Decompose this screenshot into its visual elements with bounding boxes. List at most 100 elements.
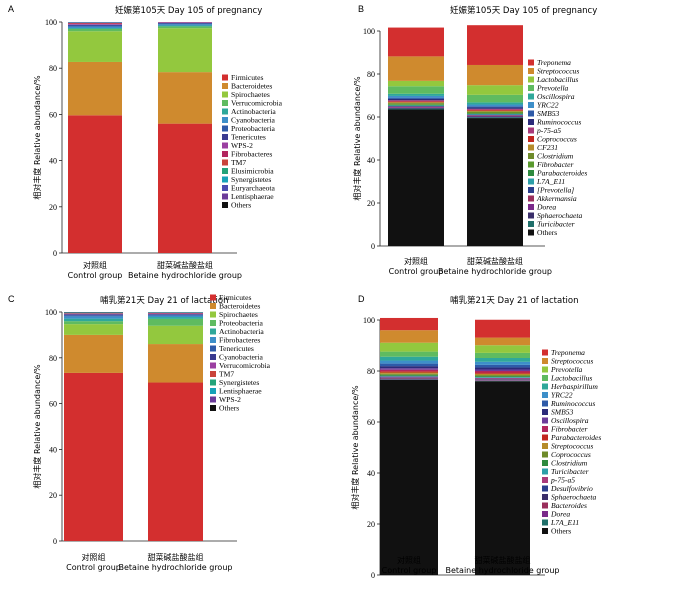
x-category-label-cn: 对照组 xyxy=(404,256,428,266)
legend-label-lentisphaerae: Lentisphaerae xyxy=(231,192,274,201)
bar-segment-p-75-a5 xyxy=(388,100,444,102)
legend-swatch-oscillospira xyxy=(542,417,548,424)
bar-segment-tenericutes xyxy=(158,22,212,24)
bar-segment-oscillospira xyxy=(475,369,530,371)
y-tick-label: 20 xyxy=(49,491,57,500)
bar-segment-verrucomicrobia xyxy=(64,313,123,315)
bar-segment-l7a-e11 xyxy=(380,379,438,380)
legend-label-prevotella: Prevotella xyxy=(536,84,569,93)
legend-label-yrc22: YRC22 xyxy=(537,101,559,110)
chart-panel-a: A 妊娠第105天 Day 105 of pregnancy 0 20 40 60 80 10… xyxy=(8,4,283,280)
legend-swatch-sphaerochaeta xyxy=(542,494,548,500)
legend-label-others: Others xyxy=(537,228,557,237)
bar-segment-oscillospira xyxy=(388,93,444,96)
bar-segment-prevotella xyxy=(388,86,444,94)
bar-segment-oscillospira xyxy=(467,102,523,105)
bar-segment-streptococcus xyxy=(467,64,523,86)
bar-segment-ruminococcus xyxy=(380,363,438,367)
y-tick-label: 40 xyxy=(49,445,57,454)
panel-label: C xyxy=(8,294,15,304)
bar-segment-fibrobacter xyxy=(388,103,444,105)
legend-swatch-prevotella xyxy=(542,366,548,373)
legend-label-euryarchaeota: Euryarchaeota xyxy=(231,184,275,193)
legend-label-sphaerochaeta: Sphaerochaeta xyxy=(551,493,596,502)
legend-label-parabacteroides: Parabacteroides xyxy=(550,433,601,442)
bar-segment-sphaerochaeta xyxy=(380,377,438,379)
y-tick-label: 0 xyxy=(371,242,375,251)
legend-swatch-actinobacteria xyxy=(210,328,216,335)
legend-swatch-others xyxy=(222,202,228,208)
bar-segment-akkermansia xyxy=(467,115,523,116)
legend-label-dorea: Dorea xyxy=(536,203,556,212)
legend-swatch-clostridium xyxy=(528,153,534,159)
bar-segment-others xyxy=(388,109,444,246)
bar-segment-yrc22 xyxy=(475,361,530,365)
legend-swatch-treponema xyxy=(528,59,534,66)
bar-segment-treponema xyxy=(380,317,438,331)
legend-label-l7a-e11: L7A_E11 xyxy=(550,518,579,527)
legend-swatch-smb53 xyxy=(528,110,534,117)
legend-label-smb53: SMB53 xyxy=(551,408,574,417)
bar-segment-streptococcus xyxy=(475,337,530,346)
bar-segment-ruminococcus xyxy=(475,364,530,368)
bar-segment-turicibacter xyxy=(467,117,523,119)
bar-segment-bacteroidetes xyxy=(64,334,123,373)
bar-segment-actinobacteria xyxy=(148,317,203,319)
legend-label-clostridium: Clostridium xyxy=(551,459,588,468)
bar-segment-turicibacter xyxy=(475,377,530,378)
legend-swatch-parabacteroides xyxy=(528,170,534,176)
bar-segment-treponema xyxy=(467,25,523,65)
bar-segment-dorea xyxy=(475,380,530,381)
bar-segment-clostridium xyxy=(475,376,530,378)
legend-swatch-treponema xyxy=(542,349,548,356)
legend-label-desulfovibrio: Desulfovibrio xyxy=(550,484,593,493)
bar-segment-yrc22 xyxy=(388,95,444,98)
legend-label-proteobacteria: Proteobacteria xyxy=(219,319,263,328)
bar-segment-oscillospira xyxy=(380,368,438,370)
legend-label-smb53: SMB53 xyxy=(537,109,560,118)
chart-title: 哺乳第21天 Day 21 of lactation xyxy=(450,295,578,306)
bar-segment-actinobacteria xyxy=(158,25,212,27)
legend-label-cyanobacteria: Cyanobacteria xyxy=(231,116,275,125)
bar-segment-lactobacillus xyxy=(380,351,438,357)
x-category-label-en: Control group xyxy=(66,563,121,572)
bar-segment-verrucomicrobia xyxy=(148,313,203,315)
legend-swatch-coprococcus xyxy=(542,451,548,458)
legend-swatch-fibrobacter xyxy=(528,161,534,168)
bar-segment-akkermansia xyxy=(388,106,444,108)
y-tick-label: 0 xyxy=(53,537,57,546)
bar-segment-firmicutes xyxy=(64,372,123,541)
bar-segment-turicibacter xyxy=(388,108,444,110)
bar-segment-herbaspirillum xyxy=(380,356,438,361)
legend-swatch-firmicutes xyxy=(210,294,216,301)
x-category-label-en: Control group xyxy=(389,267,444,276)
legend-swatch-wps-2 xyxy=(210,396,216,403)
legend-swatch-streptococcus xyxy=(542,443,548,449)
bar-segment-cf231 xyxy=(467,110,523,112)
legend-label-oscillospira: Oscillospira xyxy=(537,92,575,101)
legend-label-streptococcus: Streptococcus xyxy=(537,67,579,76)
bar-segment-smb53 xyxy=(467,106,523,108)
bar-segment-coprococcus xyxy=(380,373,438,375)
bar-segment-tenericutes xyxy=(148,314,203,316)
legend-label-tm7: TM7 xyxy=(231,158,246,167)
legend-swatch-ruminococcus xyxy=(528,119,534,125)
bar-segment-p-75-a5 xyxy=(475,377,530,379)
legend-swatch-spirochaetes xyxy=(210,311,216,318)
y-tick-label: 20 xyxy=(367,199,375,208)
x-category-label-cn: 甜菜碱盐酸盐组 xyxy=(467,256,523,266)
y-tick-label: 20 xyxy=(49,203,57,212)
y-axis-label: 相对丰度 Relative abundance/% xyxy=(32,364,42,489)
bar-segment-cyanobacteria xyxy=(68,26,122,29)
bar-segment-sphaerochaeta xyxy=(475,379,530,380)
y-tick-label: 40 xyxy=(49,157,57,166)
legend-label-clostridium: Clostridium xyxy=(537,152,574,161)
legend-label-verrucomicrobia: Verrucomicrobia xyxy=(231,99,283,108)
legend-label-p-75-a5: p-75-a5 xyxy=(536,126,561,135)
bar-segment-fibrobacteres xyxy=(148,315,203,318)
panel-label: B xyxy=(358,4,364,14)
bar-segment-treponema xyxy=(475,319,530,338)
bar-segment-prevotella xyxy=(475,345,530,353)
legend-swatch-desulfovibrio xyxy=(542,485,548,492)
legend-swatch-fibrobacter xyxy=(542,426,548,432)
